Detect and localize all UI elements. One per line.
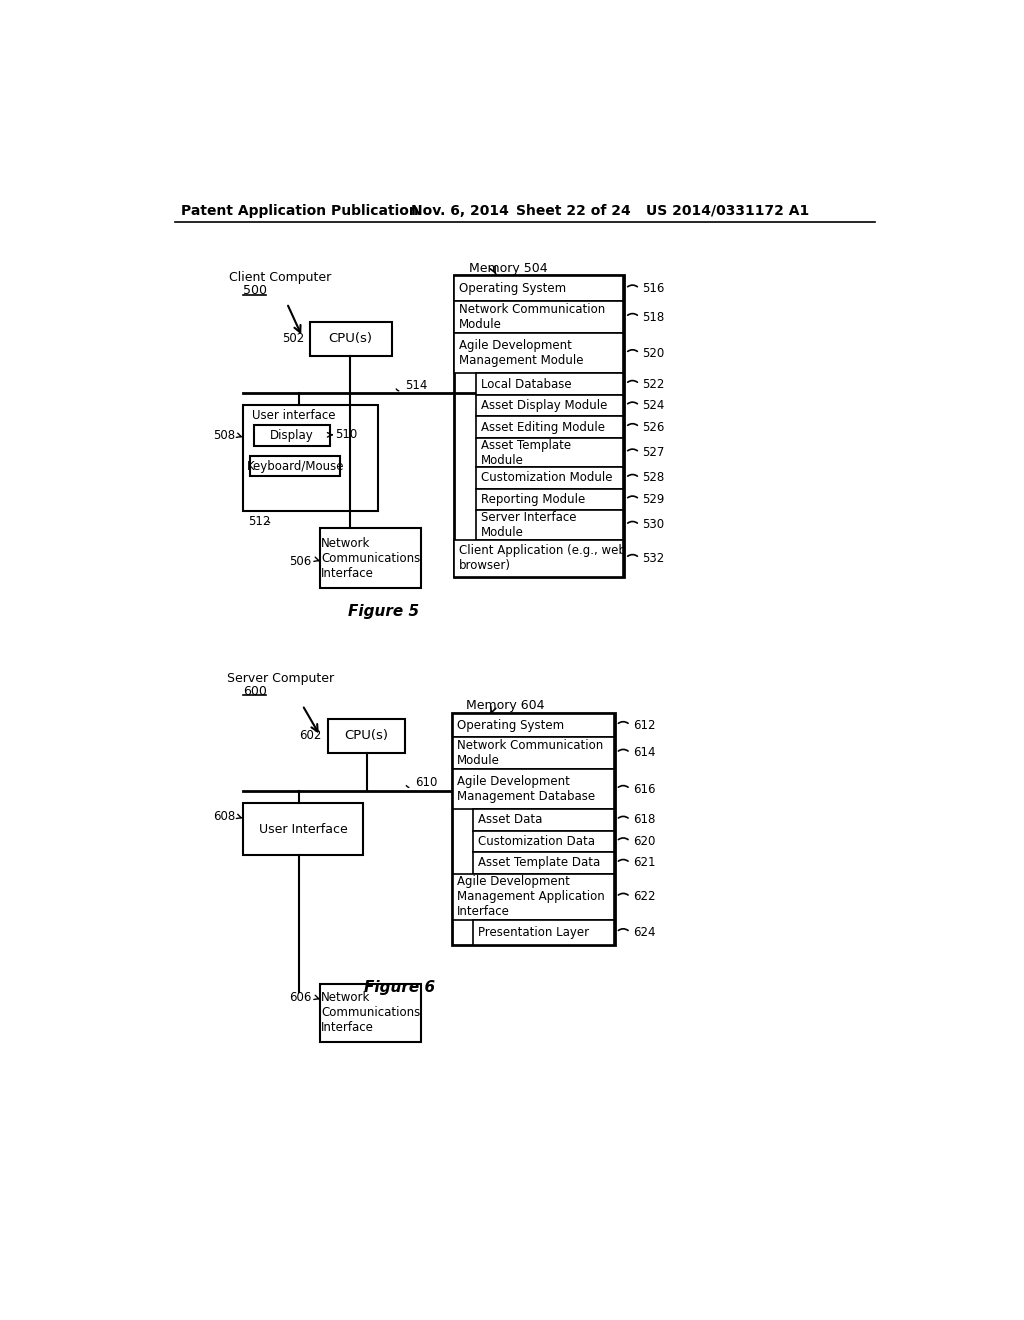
Bar [453, 874, 614, 920]
Text: Patent Application Publication: Patent Application Publication [180, 203, 419, 218]
Bar [251, 455, 340, 477]
Bar [453, 714, 614, 737]
Bar [243, 405, 378, 511]
Text: 600: 600 [243, 685, 266, 698]
Text: 602: 602 [299, 730, 322, 742]
Text: Asset Template Data: Asset Template Data [477, 857, 600, 870]
Text: Client Computer: Client Computer [228, 271, 331, 284]
Text: Operating System: Operating System [459, 282, 566, 296]
Bar [454, 276, 624, 577]
Text: 608: 608 [213, 810, 234, 824]
Text: User interface: User interface [252, 409, 336, 422]
Text: 530: 530 [643, 519, 665, 532]
Text: 516: 516 [643, 282, 665, 296]
Text: Agile Development
Management Database: Agile Development Management Database [458, 775, 596, 803]
Text: Agile Development
Management Module: Agile Development Management Module [459, 339, 584, 367]
Bar [476, 416, 624, 438]
Text: 524: 524 [643, 399, 665, 412]
Text: Network
Communications
Interface: Network Communications Interface [321, 536, 420, 579]
Bar [243, 803, 362, 855]
Bar [254, 425, 330, 446]
Bar [321, 983, 421, 1041]
Text: Reporting Module: Reporting Module [480, 492, 585, 506]
Text: 624: 624 [633, 925, 655, 939]
Text: 529: 529 [643, 492, 665, 506]
Text: Agile Development
Management Application
Interface: Agile Development Management Application… [458, 875, 605, 919]
Text: 618: 618 [633, 813, 655, 826]
Bar [476, 467, 624, 488]
Text: 526: 526 [643, 421, 665, 434]
Text: 532: 532 [643, 552, 665, 565]
Text: 606: 606 [290, 991, 311, 1005]
Text: Network Communication
Module: Network Communication Module [459, 304, 605, 331]
Text: 528: 528 [643, 471, 665, 484]
Bar [453, 770, 614, 809]
Text: Network Communication
Module: Network Communication Module [458, 739, 603, 767]
Text: 621: 621 [633, 857, 655, 870]
Bar [455, 276, 624, 301]
Bar [473, 853, 614, 874]
Text: CPU(s): CPU(s) [345, 730, 389, 742]
Text: 614: 614 [633, 746, 655, 759]
Text: Asset Editing Module: Asset Editing Module [480, 421, 604, 434]
Text: Keyboard/Mouse: Keyboard/Mouse [247, 459, 344, 473]
Text: Nov. 6, 2014: Nov. 6, 2014 [411, 203, 509, 218]
Bar [455, 333, 624, 374]
Text: 518: 518 [643, 310, 665, 323]
Text: 506: 506 [290, 556, 311, 569]
Text: CPU(s): CPU(s) [329, 333, 373, 345]
Text: Customization Data: Customization Data [477, 834, 595, 847]
Text: Figure 6: Figure 6 [364, 981, 435, 995]
Text: Asset Data: Asset Data [477, 813, 542, 826]
Text: 527: 527 [643, 446, 665, 459]
Text: User Interface: User Interface [259, 822, 347, 836]
Bar [476, 395, 624, 416]
Text: 612: 612 [633, 718, 655, 731]
Text: 508: 508 [213, 429, 234, 442]
Bar [476, 511, 624, 540]
Text: Server Interface
Module: Server Interface Module [480, 511, 577, 539]
Text: Memory 604: Memory 604 [466, 698, 545, 711]
Bar [321, 528, 421, 589]
Text: Operating System: Operating System [458, 718, 564, 731]
Bar [455, 540, 624, 577]
Text: US 2014/0331172 A1: US 2014/0331172 A1 [646, 203, 809, 218]
Bar [453, 737, 614, 770]
Text: Customization Module: Customization Module [480, 471, 612, 484]
Text: 520: 520 [643, 347, 665, 360]
Bar [328, 719, 406, 752]
Text: 514: 514 [404, 379, 427, 392]
Bar [310, 322, 391, 355]
Text: 616: 616 [633, 783, 655, 796]
Bar [455, 301, 624, 333]
Text: Asset Display Module: Asset Display Module [480, 399, 607, 412]
Text: 610: 610 [415, 776, 437, 788]
Text: Client Application (e.g., web
browser): Client Application (e.g., web browser) [459, 544, 626, 572]
Bar [476, 488, 624, 511]
Text: Figure 5: Figure 5 [348, 605, 419, 619]
Bar [452, 713, 614, 945]
Text: Network
Communications
Interface: Network Communications Interface [321, 991, 420, 1034]
Bar [473, 830, 614, 853]
Text: 522: 522 [643, 378, 665, 391]
Text: 510: 510 [335, 428, 357, 441]
Bar [476, 438, 624, 467]
Bar [473, 920, 614, 945]
Bar [476, 374, 624, 395]
Text: Presentation Layer: Presentation Layer [477, 925, 589, 939]
Text: 622: 622 [633, 890, 655, 903]
Text: Display: Display [269, 429, 313, 442]
Bar [473, 809, 614, 830]
Text: 620: 620 [633, 834, 655, 847]
Text: Asset Template
Module: Asset Template Module [480, 438, 570, 466]
Text: 502: 502 [282, 333, 304, 345]
Text: Sheet 22 of 24: Sheet 22 of 24 [515, 203, 630, 218]
Text: Server Computer: Server Computer [227, 672, 334, 685]
Text: Memory 504: Memory 504 [469, 261, 548, 275]
Text: Local Database: Local Database [480, 378, 571, 391]
Text: 500: 500 [243, 284, 266, 297]
Text: 512: 512 [248, 515, 270, 528]
